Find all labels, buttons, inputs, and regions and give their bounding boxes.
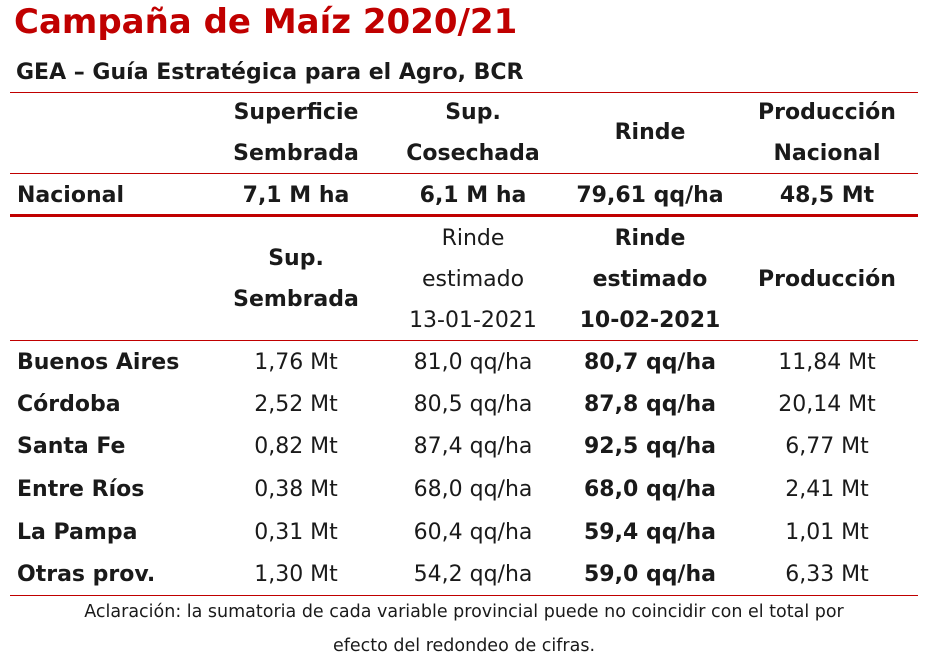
province-label: Córdoba [17, 392, 121, 417]
national-produccion: 48,5 Mt [779, 183, 875, 208]
province-label: Santa Fe [17, 434, 126, 459]
divider-top [10, 92, 918, 93]
sup-sembrada-value: 0,31 Mt [254, 520, 338, 545]
province-label: Buenos Aires [17, 350, 180, 375]
rinde-actual-value: 80,7 qq/ha [584, 350, 716, 375]
prov-header-sup-line1: Sup. [268, 246, 324, 271]
prov-header-rinde1-line2: estimado [421, 267, 525, 292]
national-rinde: 79,61 qq/ha [576, 183, 724, 208]
prov-header-rinde2-line2: estimado [592, 267, 708, 292]
rinde-previo-value: 87,4 qq/ha [413, 434, 533, 459]
footnote-line1: Aclaración: la sumatoria de cada variabl… [84, 602, 844, 622]
footnote-line2: efecto del redondeo de cifras. [332, 636, 596, 656]
header-produccion-line2: Nacional [773, 141, 881, 166]
prov-header-rinde1-line3: 13-01-2021 [409, 308, 537, 333]
rinde-actual-value: 92,5 qq/ha [584, 434, 716, 459]
produccion-value: 6,33 Mt [785, 562, 869, 587]
province-label: Otras prov. [17, 562, 156, 587]
divider-province-header [10, 340, 918, 341]
produccion-value: 11,84 Mt [778, 350, 876, 375]
header-cosechada-line1: Sup. [445, 100, 501, 125]
page-title: Campaña de Maíz 2020/21 [14, 2, 518, 42]
divider-thick [10, 214, 918, 217]
rinde-previo-value: 60,4 qq/ha [413, 520, 533, 545]
divider-bottom [10, 595, 918, 596]
header-cosechada-line2: Cosechada [406, 141, 540, 166]
sup-sembrada-value: 1,30 Mt [254, 562, 338, 587]
national-label: Nacional [17, 183, 125, 208]
rinde-previo-value: 81,0 qq/ha [413, 350, 533, 375]
rinde-actual-value: 68,0 qq/ha [584, 477, 716, 502]
header-superficie-line2: Sembrada [233, 141, 359, 166]
rinde-actual-value: 87,8 qq/ha [584, 392, 716, 417]
national-cosechada: 6,1 M ha [419, 183, 527, 208]
rinde-previo-value: 68,0 qq/ha [413, 477, 533, 502]
prov-header-rinde2-line1: Rinde [614, 226, 686, 251]
produccion-value: 20,14 Mt [778, 392, 876, 417]
header-rinde: Rinde [614, 120, 686, 145]
sup-sembrada-value: 1,76 Mt [254, 350, 338, 375]
province-label: La Pampa [17, 520, 138, 545]
rinde-previo-value: 54,2 qq/ha [413, 562, 533, 587]
divider-national-header [10, 173, 918, 174]
produccion-value: 1,01 Mt [785, 520, 869, 545]
rinde-actual-value: 59,4 qq/ha [584, 520, 716, 545]
produccion-value: 2,41 Mt [785, 477, 869, 502]
prov-header-produccion: Producción [758, 267, 896, 292]
produccion-value: 6,77 Mt [785, 434, 869, 459]
page-subtitle: GEA – Guía Estratégica para el Agro, BCR [16, 60, 524, 85]
header-superficie-line1: Superficie [233, 100, 359, 125]
sup-sembrada-value: 2,52 Mt [254, 392, 338, 417]
national-superficie: 7,1 M ha [242, 183, 350, 208]
rinde-actual-value: 59,0 qq/ha [584, 562, 716, 587]
province-label: Entre Ríos [17, 477, 145, 502]
prov-header-rinde2-line3: 10-02-2021 [579, 308, 721, 333]
header-produccion-line1: Producción [758, 100, 896, 125]
footnote: Aclaración: la sumatoria de cada variabl… [10, 595, 918, 663]
prov-header-rinde1-line1: Rinde [441, 226, 505, 251]
sup-sembrada-value: 0,82 Mt [254, 434, 338, 459]
sup-sembrada-value: 0,38 Mt [254, 477, 338, 502]
prov-header-sup-line2: Sembrada [233, 287, 359, 312]
rinde-previo-value: 80,5 qq/ha [413, 392, 533, 417]
